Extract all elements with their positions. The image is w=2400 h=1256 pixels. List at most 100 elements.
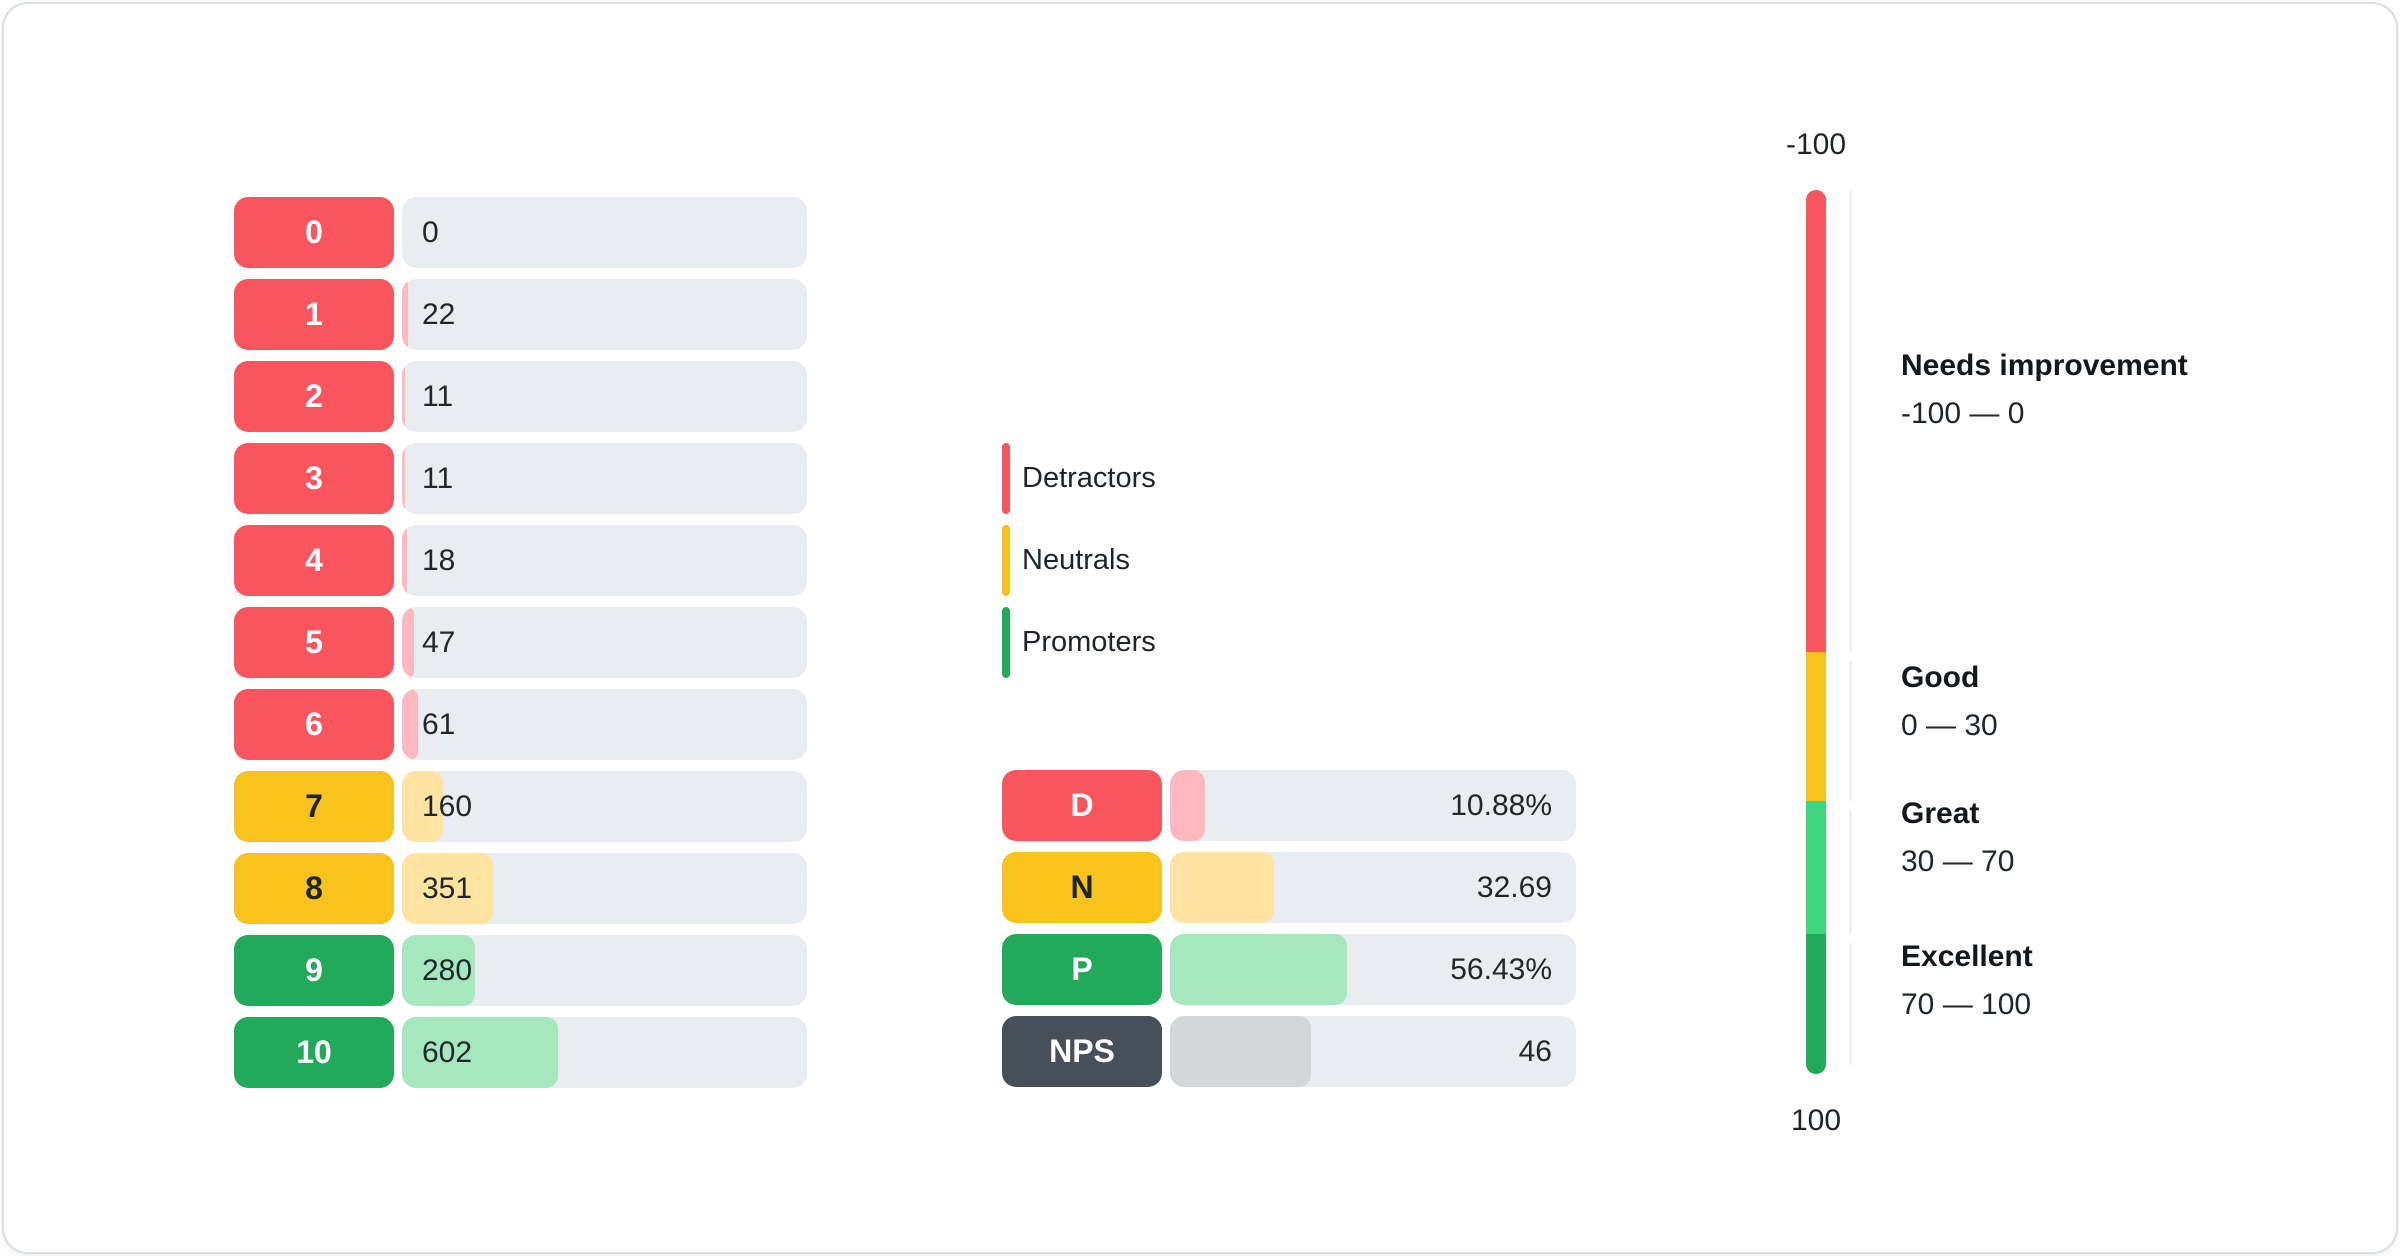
score-row-4[interactable]: 4 18 [234,525,807,596]
legend-label: Neutrals [1022,544,1130,576]
band-title: Needs improvement [1901,349,2188,382]
gauge-band-labels: Needs improvement -100 — 0 Good 0 — 30 G… [1901,190,2321,1074]
score-row-5[interactable]: 5 47 [234,607,807,678]
summary-track: 46 [1170,1016,1576,1087]
score-badge: 10 [234,1017,394,1088]
gauge-axis-tick [1849,190,1852,652]
score-row-8[interactable]: 8 351 [234,853,807,924]
score-badge: 3 [234,443,394,514]
band-range: 70 — 100 [1901,988,2032,1021]
summary-row-detractors[interactable]: D 10.88% [1002,770,1576,841]
gauge-axis-tick [1849,810,1852,934]
score-badge: 5 [234,607,394,678]
legend: Detractors Neutrals Promoters [1002,443,1156,689]
score-count: 11 [422,461,454,495]
summary-fill [1170,852,1275,923]
score-count: 280 [422,953,473,987]
score-row-1[interactable]: 1 22 [234,279,807,350]
score-track: 602 [402,1017,807,1088]
summary-fill [1170,1016,1312,1087]
band-title: Excellent [1901,940,2033,973]
score-fill [402,689,418,760]
nps-badge: NPS [1002,1016,1162,1087]
legend-label: Promoters [1022,626,1156,658]
gauge-segment-great[interactable] [1806,801,1826,934]
score-count: 351 [422,871,473,905]
detractors-percentage: 10.88% [1450,788,1552,822]
legend-item-promoters[interactable]: Promoters [1002,607,1156,678]
summary-fill [1170,934,1347,1005]
score-track: 160 [402,771,807,842]
score-fill [402,853,493,924]
score-count: 47 [422,625,456,659]
promoters-percentage: 56.43% [1450,952,1552,986]
score-row-9[interactable]: 9 280 [234,935,807,1006]
summary-row-nps[interactable]: NPS 46 [1002,1016,1576,1087]
score-badge: 7 [234,771,394,842]
score-count: 18 [422,543,456,577]
summary-row-promoters[interactable]: P 56.43% [1002,934,1576,1005]
score-fill [402,771,444,842]
score-count: 22 [422,297,456,331]
gauge-segment-excellent[interactable] [1806,934,1826,1074]
score-count: 61 [422,707,456,741]
score-fill [402,525,407,596]
score-track: 351 [402,853,807,924]
score-count: 602 [422,1035,473,1069]
gauge-max-label: -100 [1785,128,1847,161]
neutrals-percentage: 32.69 [1476,870,1552,904]
score-track: 22 [402,279,807,350]
band-range: 0 — 30 [1901,709,1998,742]
summary-track: 32.69 [1170,852,1576,923]
promoters-swatch-icon [1002,607,1010,678]
summary-track: 56.43% [1170,934,1576,1005]
score-row-10[interactable]: 10 602 [234,1017,807,1088]
score-track: 0 [402,197,807,268]
score-count: 0 [422,215,439,249]
band-excellent: Excellent 70 — 100 [1901,940,2033,1022]
score-badge: 2 [234,361,394,432]
neutrals-badge: N [1002,852,1162,923]
score-row-7[interactable]: 7 160 [234,771,807,842]
score-row-0[interactable]: 0 0 [234,197,807,268]
score-distribution-chart: 0 0 1 22 2 11 3 11 [234,197,807,1099]
gauge-axis-line [1849,190,1852,1074]
score-fill [402,607,415,678]
legend-item-detractors[interactable]: Detractors [1002,443,1156,514]
band-needs-improvement: Needs improvement -100 — 0 [1901,349,2188,431]
score-fill [402,443,405,514]
score-badge: 9 [234,935,394,1006]
gauge-segment-needs-improvement[interactable] [1806,190,1826,652]
score-track: 61 [402,689,807,760]
score-track: 11 [402,443,807,514]
summary-row-neutrals[interactable]: N 32.69 [1002,852,1576,923]
gauge-segment-good[interactable] [1806,652,1826,801]
score-badge: 4 [234,525,394,596]
score-fill [402,279,408,350]
nps-summary-chart: D 10.88% N 32.69 P 56.43% NPS 46 [1002,770,1576,1098]
band-range: 30 — 70 [1901,845,2015,878]
neutrals-swatch-icon [1002,525,1010,596]
gauge-axis-tick [1849,943,1852,1065]
score-fill [402,1017,558,1088]
summary-fill [1170,770,1205,841]
gauge-min-label: 100 [1790,1104,1842,1137]
legend-label: Detractors [1022,462,1156,494]
score-badge: 0 [234,197,394,268]
gauge-axis-tick [1849,661,1852,801]
score-track: 11 [402,361,807,432]
score-row-3[interactable]: 3 11 [234,443,807,514]
promoters-badge: P [1002,934,1162,1005]
band-title: Good [1901,661,1980,694]
summary-track: 10.88% [1170,770,1576,841]
score-badge: 6 [234,689,394,760]
score-row-6[interactable]: 6 61 [234,689,807,760]
band-title: Great [1901,797,1980,830]
score-track: 47 [402,607,807,678]
score-fill [402,935,475,1006]
legend-item-neutrals[interactable]: Neutrals [1002,525,1156,596]
score-badge: 8 [234,853,394,924]
score-row-2[interactable]: 2 11 [234,361,807,432]
score-count: 11 [422,379,454,413]
